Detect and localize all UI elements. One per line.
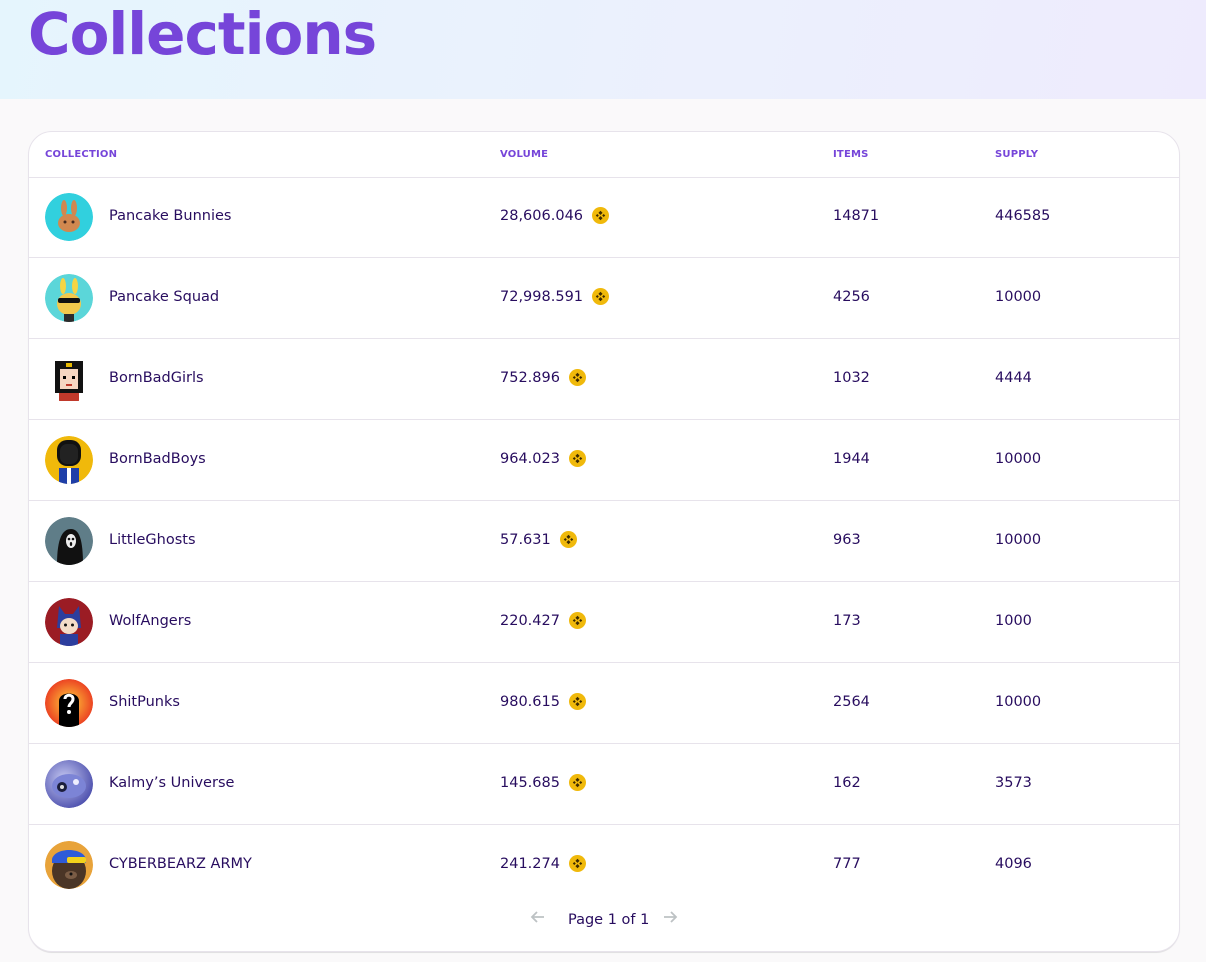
column-header-volume: VOLUME bbox=[500, 149, 549, 160]
items-value: 173 bbox=[833, 613, 861, 629]
volume-value: 220.427 bbox=[500, 613, 560, 629]
bnb-coin-icon bbox=[568, 369, 586, 386]
collection-name[interactable]: WolfAngers bbox=[109, 613, 192, 629]
bnb-coin-icon bbox=[568, 693, 586, 710]
bnb-coin-icon bbox=[568, 450, 586, 467]
collection-name[interactable]: Pancake Bunnies bbox=[109, 208, 232, 224]
supply-value: 10000 bbox=[995, 532, 1042, 548]
items-value: 4256 bbox=[833, 289, 870, 305]
bnb-coin-icon bbox=[568, 855, 586, 872]
items-value: 1032 bbox=[833, 370, 870, 386]
volume-value: 28,606.046 bbox=[500, 208, 584, 224]
volume-cell: 57.631 bbox=[500, 531, 577, 548]
bnb-coin-icon bbox=[568, 612, 586, 629]
page-indicator: Page 1 of 1 bbox=[568, 912, 650, 928]
table-row[interactable]: CYBERBEARZ ARMY 241.274 777 4096 bbox=[29, 825, 1179, 905]
volume-cell: 28,606.046 bbox=[500, 207, 610, 224]
supply-value: 3573 bbox=[995, 775, 1032, 791]
supply-value: 1000 bbox=[995, 613, 1032, 629]
page-title: Collections bbox=[28, 0, 377, 68]
collection-name[interactable]: BornBadBoys bbox=[109, 451, 206, 467]
volume-value: 72,998.591 bbox=[500, 289, 584, 305]
volume-cell: 752.896 bbox=[500, 369, 586, 386]
born-bad-boy-avatar bbox=[45, 436, 93, 484]
supply-value: 4444 bbox=[995, 370, 1032, 386]
volume-value: 145.685 bbox=[500, 775, 560, 791]
shitpunk-avatar bbox=[45, 679, 93, 727]
items-value: 777 bbox=[833, 856, 861, 872]
items-value: 2564 bbox=[833, 694, 870, 710]
items-value: 963 bbox=[833, 532, 861, 548]
table-header: COLLECTION VOLUME ITEMS SUPPLY bbox=[29, 132, 1179, 178]
supply-value: 10000 bbox=[995, 289, 1042, 305]
collection-name[interactable]: LittleGhosts bbox=[109, 532, 196, 548]
table-row[interactable]: BornBadBoys 964.023 1944 10000 bbox=[29, 420, 1179, 501]
pancake-bunny-avatar bbox=[45, 193, 93, 241]
table-row[interactable]: Kalmy’s Universe 145.685 162 3573 bbox=[29, 744, 1179, 825]
table-row[interactable]: ShitPunks 980.615 2564 10000 bbox=[29, 663, 1179, 744]
items-value: 1944 bbox=[833, 451, 870, 467]
collection-name[interactable]: BornBadGirls bbox=[109, 370, 204, 386]
items-value: 14871 bbox=[833, 208, 880, 224]
volume-value: 964.023 bbox=[500, 451, 560, 467]
volume-cell: 72,998.591 bbox=[500, 288, 610, 305]
column-header-items: ITEMS bbox=[833, 149, 869, 160]
little-ghost-avatar bbox=[45, 517, 93, 565]
pagination: Page 1 of 1 bbox=[29, 908, 1179, 932]
bnb-coin-icon bbox=[592, 207, 610, 224]
bnb-coin-icon bbox=[568, 774, 586, 791]
volume-value: 57.631 bbox=[500, 532, 551, 548]
bnb-coin-icon bbox=[592, 288, 610, 305]
volume-value: 752.896 bbox=[500, 370, 560, 386]
collection-name[interactable]: CYBERBEARZ ARMY bbox=[109, 856, 252, 872]
arrow-right-icon[interactable] bbox=[662, 909, 678, 930]
cyberbearz-avatar bbox=[45, 841, 93, 889]
bnb-coin-icon bbox=[559, 531, 577, 548]
supply-value: 4096 bbox=[995, 856, 1032, 872]
born-bad-girl-avatar bbox=[45, 355, 93, 403]
pancake-squad-avatar bbox=[45, 274, 93, 322]
volume-value: 980.615 bbox=[500, 694, 560, 710]
volume-value: 241.274 bbox=[500, 856, 560, 872]
table-row[interactable]: LittleGhosts 57.631 963 10000 bbox=[29, 501, 1179, 582]
items-value: 162 bbox=[833, 775, 861, 791]
column-header-collection: COLLECTION bbox=[45, 149, 118, 160]
supply-value: 446585 bbox=[995, 208, 1051, 224]
wolf-anger-avatar bbox=[45, 598, 93, 646]
table-row[interactable]: Pancake Bunnies 28,606.046 14871 446585 bbox=[29, 177, 1179, 258]
table-row[interactable]: WolfAngers 220.427 173 1000 bbox=[29, 582, 1179, 663]
supply-value: 10000 bbox=[995, 694, 1042, 710]
collections-table: COLLECTION VOLUME ITEMS SUPPLY Pancake B… bbox=[28, 131, 1180, 952]
supply-value: 10000 bbox=[995, 451, 1042, 467]
collection-name[interactable]: Kalmy’s Universe bbox=[109, 775, 235, 791]
table-row[interactable]: Pancake Squad 72,998.591 4256 10000 bbox=[29, 258, 1179, 339]
collection-name[interactable]: Pancake Squad bbox=[109, 289, 220, 305]
table-row[interactable]: BornBadGirls 752.896 1032 4444 bbox=[29, 339, 1179, 420]
volume-cell: 964.023 bbox=[500, 450, 586, 467]
volume-cell: 241.274 bbox=[500, 855, 586, 872]
column-header-supply: SUPPLY bbox=[995, 149, 1039, 160]
arrow-left-icon[interactable] bbox=[530, 909, 546, 930]
page-header: Collections bbox=[0, 0, 1206, 99]
volume-cell: 980.615 bbox=[500, 693, 586, 710]
volume-cell: 145.685 bbox=[500, 774, 586, 791]
kalmy-universe-avatar bbox=[45, 760, 93, 808]
collection-name[interactable]: ShitPunks bbox=[109, 694, 180, 710]
volume-cell: 220.427 bbox=[500, 612, 586, 629]
